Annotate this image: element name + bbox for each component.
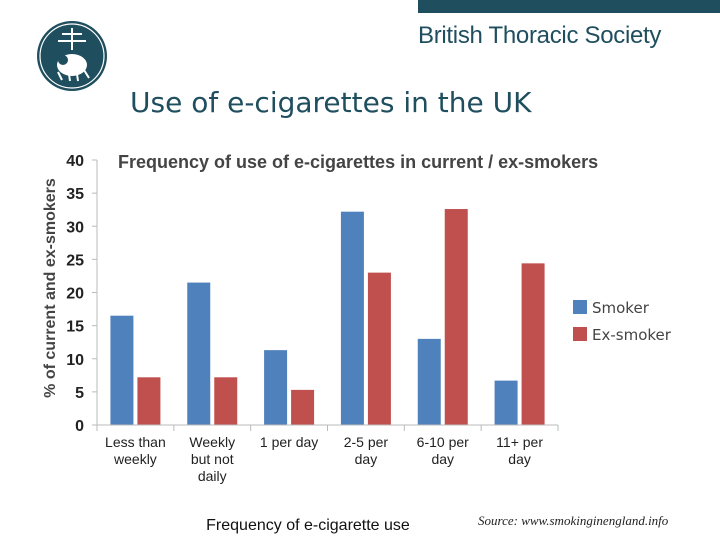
y-tick-label: 5: [75, 385, 84, 402]
smoker-bar: [187, 282, 211, 425]
ex-smoker-bar: [291, 389, 315, 425]
x-tick-label: 1 per day: [260, 434, 318, 450]
x-tick-label: 2-5 per day: [344, 434, 389, 467]
y-tick-label: 25: [66, 252, 84, 269]
y-tick-label: 20: [66, 286, 84, 303]
y-axis-label: % of current and ex-smokers: [42, 178, 59, 398]
chart-legend: Smoker Ex-smoker: [573, 299, 672, 344]
chart-bars: [110, 209, 545, 425]
smoker-bar: [264, 350, 288, 425]
ex-smoker-bar: [367, 272, 391, 425]
x-tick-label: Weekly but not daily: [189, 434, 235, 484]
y-tick-label: 35: [66, 186, 84, 203]
legend-label: Smoker: [592, 299, 650, 317]
source-citation: Source: www.smokinginengland.info: [478, 513, 669, 528]
x-axis-label: Frequency of e-cigarette use: [206, 517, 410, 534]
y-tick-label: 10: [66, 352, 84, 369]
x-tick-label: 11+ per day: [496, 434, 543, 467]
legend-swatch: [573, 300, 587, 314]
legend-label: Ex-smoker: [592, 326, 672, 344]
x-tick-label: 6-10 per day: [417, 434, 469, 467]
smoker-bar: [494, 380, 518, 425]
smoker-bar: [417, 338, 441, 425]
chart-title: Frequency of use of e-cigarettes in curr…: [118, 152, 598, 172]
y-axis: 0 5 10 15 20 25 30 35 40: [66, 153, 98, 435]
ex-smoker-bar: [214, 377, 238, 425]
y-tick-label: 30: [66, 219, 84, 236]
header-accent-bar: [418, 0, 720, 13]
y-tick-label: 15: [66, 319, 84, 336]
ex-smoker-bar: [137, 377, 161, 425]
bar-chart: 0 5 10 15 20 25 30 35 40 Less than weekly Weekly bu…: [42, 152, 672, 534]
ex-smoker-bar: [521, 263, 545, 425]
legend-swatch: [573, 327, 587, 341]
x-axis: Less than weekly Weekly but not daily 1 per d…: [96, 424, 559, 484]
smoker-bar: [340, 211, 364, 425]
org-name: British Thoracic Society: [418, 22, 662, 49]
ex-smoker-bar: [444, 209, 468, 425]
y-tick-label: 40: [66, 153, 84, 170]
x-tick-label: Less than weekly: [105, 434, 166, 467]
slide-title: Use of e-cigarettes in the UK: [130, 86, 532, 119]
smoker-bar: [110, 315, 134, 425]
bts-crest-icon: [37, 21, 107, 91]
y-tick-label: 0: [75, 418, 84, 435]
